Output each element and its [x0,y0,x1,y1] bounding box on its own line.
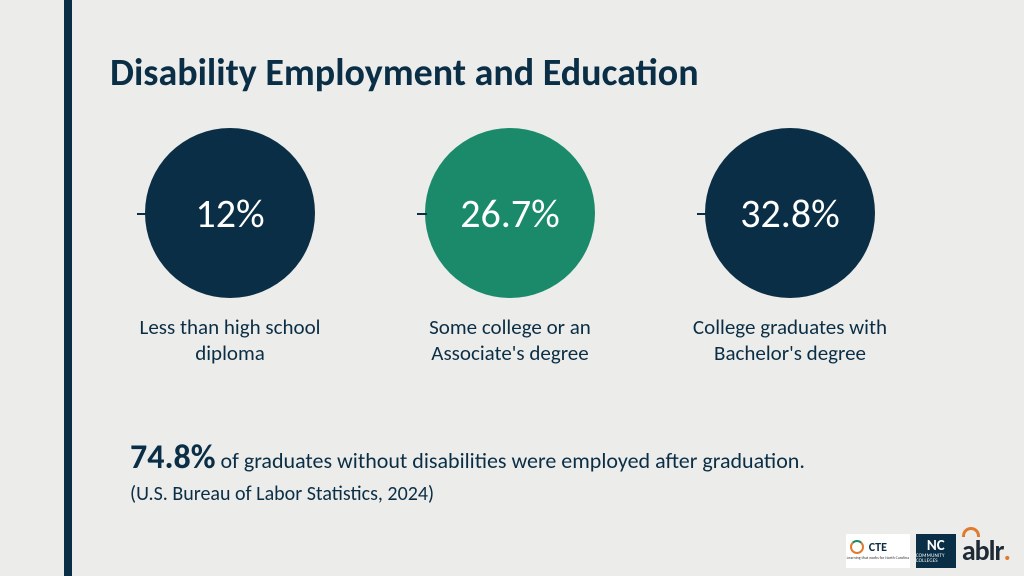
nc-logo-sub: COMMUNITY COLLEGES [916,554,956,564]
stat-circle-2: 26.7% [425,128,595,298]
accent-bar [64,0,72,576]
cte-logo-sub: Learning that works for North Carolina [847,556,909,561]
footnote: 74.8% of graduates without disabilities … [130,437,910,506]
footnote-highlight: 74.8% [130,437,216,478]
cte-logo: CTE Learning that works for North Caroli… [846,534,910,568]
stats-row: 12% Less than high school diploma 26.7% … [110,128,910,367]
nc-logo: NC COMMUNITY COLLEGES [916,534,956,568]
footnote-rest: of graduates without disabilities were e… [216,447,805,474]
cte-ring-icon [850,540,864,554]
nc-logo-text: NC [927,539,945,554]
stat-label-1: Less than high school diploma [120,314,340,367]
slide-title: Disability Employment and Education [110,50,964,96]
ablr-arc-icon [962,527,980,537]
logo-row: CTE Learning that works for North Caroli… [846,529,1010,568]
footnote-line: 74.8% of graduates without disabilities … [130,437,910,478]
ablr-dot: . [1004,533,1010,568]
ablr-logo: ablr. [962,529,1010,568]
stat-circle-1: 12% [145,128,315,298]
stat-unit-3: 32.8% College graduates with Bachelor's … [670,128,910,367]
footnote-source: (U.S. Bureau of Labor Statistics, 2024) [130,482,910,506]
stat-unit-2: 26.7% Some college or an Associate's deg… [390,128,630,367]
slide-content: Disability Employment and Education 12% … [110,50,964,367]
stat-circle-3: 32.8% [705,128,875,298]
stat-label-2: Some college or an Associate's degree [400,314,620,367]
ablr-logo-text: ablr [962,533,1004,568]
stat-label-3: College graduates with Bachelor's degree [680,314,900,367]
cte-logo-text: CTE [869,541,887,555]
stat-unit-1: 12% Less than high school diploma [110,128,350,367]
